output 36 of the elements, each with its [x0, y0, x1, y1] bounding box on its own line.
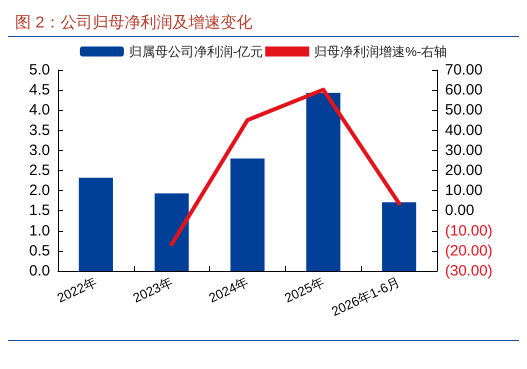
y-tick-label: 3.5	[29, 122, 50, 139]
y2-tick-label: 40.00	[445, 122, 483, 139]
y2-tick-label: 20.00	[445, 162, 483, 179]
x-tick-label: 2023年	[130, 274, 175, 306]
y2-tick-label: 70.00	[445, 62, 483, 78]
chart-title: 图 2：公司归母净利润及增速变化	[15, 14, 252, 32]
y-tick-label: 5.0	[29, 62, 50, 78]
x-tick-label: 2024年	[206, 274, 251, 306]
y-tick-label: 2.0	[29, 182, 50, 200]
x-tick-label: 2022年	[54, 274, 100, 306]
bar	[78, 178, 113, 271]
bar	[230, 158, 265, 271]
y-tick-label: 0.5	[29, 242, 50, 260]
y-tick-label: 0.0	[29, 262, 50, 280]
bar	[306, 92, 340, 271]
bar	[154, 193, 189, 271]
y2-tick-label: 50.00	[445, 102, 483, 119]
legend-label: 归属母公司净利润-亿元	[128, 44, 264, 59]
y2-tick-label: 0.00	[445, 202, 474, 220]
line-series	[170, 88, 402, 246]
legend-label: 归母净利润增速%-右轴	[314, 44, 448, 59]
bar	[382, 202, 416, 271]
y2-tick-label: (10.00)	[445, 222, 493, 240]
y2-tick-label: (30.00)	[445, 262, 493, 280]
y2-tick-label: (20.00)	[445, 242, 493, 260]
y2-tick-label: 60.00	[445, 82, 483, 99]
y-tick-label: 3.0	[29, 142, 50, 159]
y-tick-label: 4.5	[29, 82, 50, 99]
x-tick-label: 2026年1-6月	[329, 274, 402, 319]
y-tick-label: 4.0	[29, 102, 50, 119]
y-tick-label: 1.5	[29, 202, 50, 220]
y2-tick-label: 10.00	[445, 182, 483, 200]
y-tick-label: 1.0	[29, 222, 50, 240]
x-tick-label: 2025年	[282, 274, 326, 306]
y-tick-label: 2.5	[29, 162, 50, 179]
y2-tick-label: 30.00	[445, 142, 483, 159]
